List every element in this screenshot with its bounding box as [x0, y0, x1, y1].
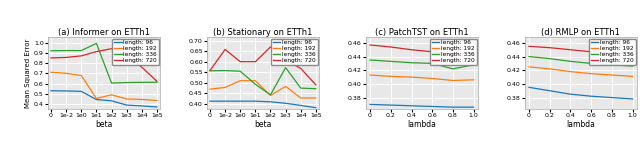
Title: (b) Stationary on ETTh1: (b) Stationary on ETTh1	[213, 28, 312, 37]
Legend: length: 96, length: 192, length: 336, length: 720: length: 96, length: 192, length: 336, le…	[271, 39, 317, 65]
Title: (d) RMLP on ETTh1: (d) RMLP on ETTh1	[541, 28, 620, 37]
Legend: length: 96, length: 192, length: 336, length: 720: length: 96, length: 192, length: 336, le…	[430, 39, 477, 65]
X-axis label: lambda: lambda	[408, 120, 436, 129]
Title: (a) Informer on ETTh1: (a) Informer on ETTh1	[58, 28, 150, 37]
Title: (c) PatchTST on ETTh1: (c) PatchTST on ETTh1	[375, 28, 468, 37]
Y-axis label: Mean Squared Error: Mean Squared Error	[25, 39, 31, 108]
X-axis label: beta: beta	[254, 120, 271, 129]
Legend: length: 96, length: 192, length: 336, length: 720: length: 96, length: 192, length: 336, le…	[589, 39, 636, 65]
Legend: length: 96, length: 192, length: 336, length: 720: length: 96, length: 192, length: 336, le…	[112, 39, 159, 65]
X-axis label: beta: beta	[95, 120, 113, 129]
X-axis label: lambda: lambda	[566, 120, 595, 129]
